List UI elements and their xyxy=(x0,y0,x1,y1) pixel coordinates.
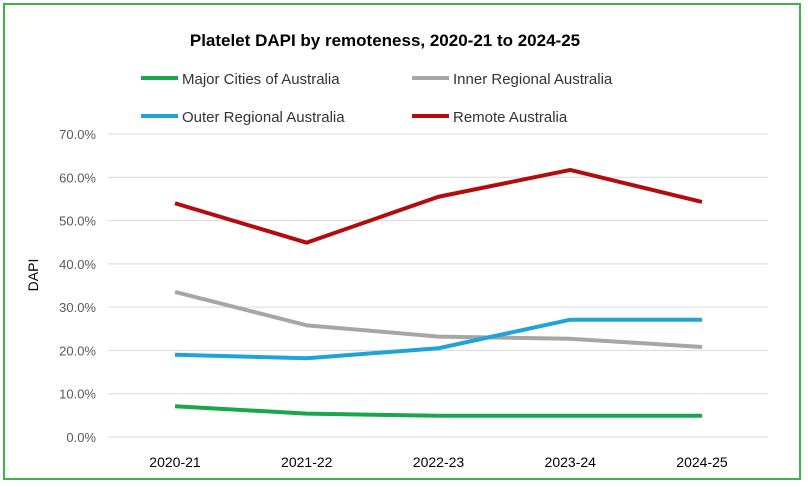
y-tick-label: 10.0% xyxy=(59,387,96,402)
y-tick-label: 20.0% xyxy=(59,343,96,358)
y-tick-label: 30.0% xyxy=(59,300,96,315)
y-tick-label: 50.0% xyxy=(59,214,96,229)
x-tick-label: 2023-24 xyxy=(545,454,597,470)
y-tick-label: 70.0% xyxy=(59,127,96,142)
x-tick-label: 2020-21 xyxy=(149,454,201,470)
y-axis-label: DAPI xyxy=(25,259,41,292)
series-line-0 xyxy=(174,404,702,418)
chart-border xyxy=(3,3,801,480)
y-tick-label: 60.0% xyxy=(59,170,96,185)
legend-label: Remote Australia xyxy=(453,109,568,126)
x-tick-label: 2022-23 xyxy=(413,454,465,470)
series-line-3 xyxy=(174,167,703,245)
legend-label: Outer Regional Australia xyxy=(182,109,345,126)
x-tick-label: 2024-25 xyxy=(676,454,728,470)
series-line-2 xyxy=(174,317,702,361)
legend-label: Inner Regional Australia xyxy=(453,71,613,88)
legend-label: Major Cities of Australia xyxy=(182,71,340,88)
chart-title: Platelet DAPI by remoteness, 2020-21 to … xyxy=(190,31,580,50)
y-tick-label: 40.0% xyxy=(59,257,96,272)
y-tick-label: 0.0% xyxy=(66,430,96,445)
x-tick-label: 2021-22 xyxy=(281,454,333,470)
